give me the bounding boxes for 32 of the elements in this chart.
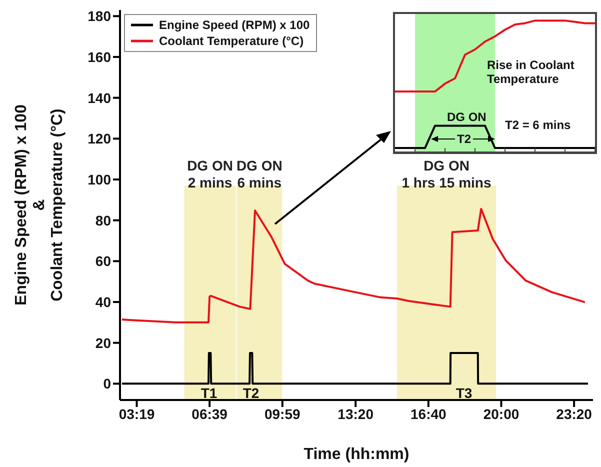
annotation: T3 [454,385,474,401]
y-tick-label: 120 [88,130,112,147]
y-tick-label: 60 [95,253,112,270]
annotation: T2 [455,132,474,146]
y-tick-label: 0 [103,376,112,392]
x-tick-label: 09:59 [264,406,301,422]
band-label: DG ON 6 mins [236,158,282,190]
x-tick-label: 13:20 [338,406,374,422]
legend-label: Coolant Temperature (°C) [159,33,304,49]
line-series [120,208,586,324]
x-tick-label: 03:19 [118,406,155,422]
x-tick-label: 20:00 [483,406,520,422]
band-label: DG ON 2 mins [187,158,233,190]
x-axis-title: Time (hh:mm) [304,446,410,463]
annotation: T2 [242,385,260,401]
x-tick-label: 06:39 [192,406,228,422]
x-tick-label: 16:40 [410,406,447,422]
legend-label: Engine Speed (RPM) x 100 [159,17,310,33]
annotation: T1 [200,385,218,401]
y-tick-label: 80 [95,212,112,228]
band-label: DG ON 1 hrs 15 mins [402,158,492,190]
annotation: Rise in Coolant Temperature [487,58,576,86]
y-tick-label: 20 [95,334,112,351]
annotation: T2 = 6 mins [505,118,571,132]
y-tick-label: 40 [95,294,112,310]
y-axis-title: Engine Speed (RPM) x 100 & Coolant Temperature (°C) [13,104,66,306]
y-tick-label: 100 [88,171,112,188]
annotation: DG ON [447,110,486,124]
y-tick-label: 160 [88,48,112,65]
x-tick-label: 23:20 [556,406,592,422]
y-tick-label: 180 [88,8,112,24]
y-tick-label: 140 [88,90,112,106]
